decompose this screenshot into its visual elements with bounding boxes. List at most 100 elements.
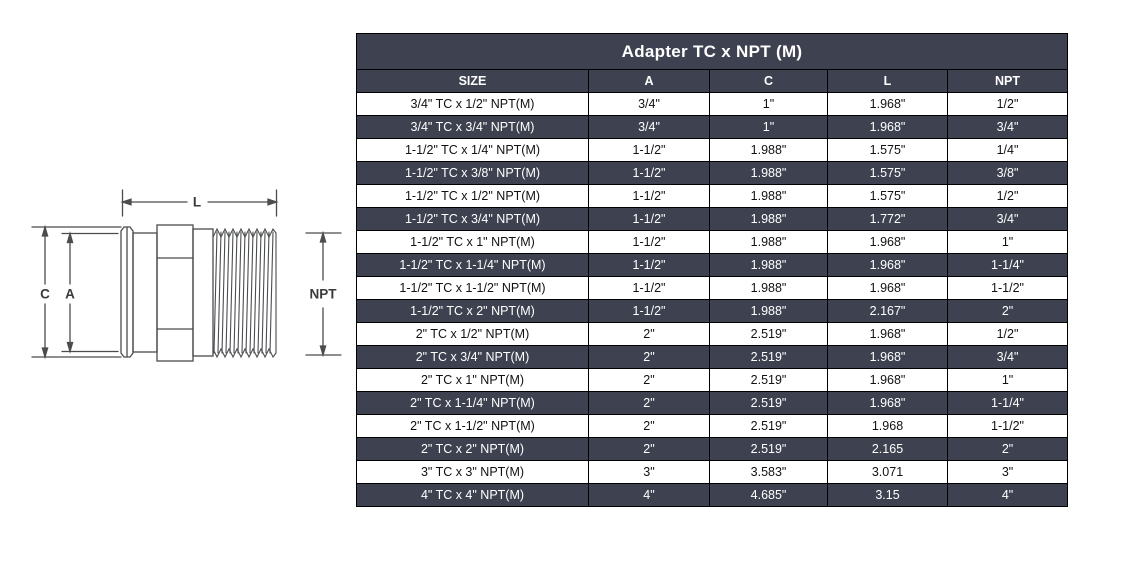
table-row: 2" TC x 3/4" NPT(M) 2" 2.519" 1.968" 3/4" [356, 345, 1069, 369]
size-cell: 3/4" TC x 1/2" NPT(M) [356, 92, 589, 116]
value-cell: 1/2" [946, 92, 1069, 116]
column-header-c: C [709, 69, 828, 93]
column-header-npt: NPT [946, 69, 1069, 93]
table-row: 2" TC x 2" NPT(M) 2" 2.519" 2.165 2" [356, 437, 1069, 461]
value-cell: 3/4" [946, 115, 1069, 139]
value-cell: 2" [946, 299, 1069, 323]
value-cell: 1.968" [827, 368, 948, 392]
column-header-row: SIZE A C L NPT [356, 69, 1069, 93]
table-row: 4" TC x 4" NPT(M) 4" 4.685" 3.15 4" [356, 483, 1069, 507]
size-cell: 1-1/2" TC x 1-1/4" NPT(M) [356, 253, 589, 277]
value-cell: 2" [588, 391, 710, 415]
value-cell: 1.968" [827, 391, 948, 415]
dim-label-l: L [193, 195, 201, 210]
table-row: 2" TC x 1-1/4" NPT(M) 2" 2.519" 1.968" 1-1/4… [356, 391, 1069, 415]
value-cell: 1-1/2" [588, 184, 710, 208]
size-cell: 2" TC x 3/4" NPT(M) [356, 345, 589, 369]
value-cell: 2.519" [709, 368, 828, 392]
size-cell: 1-1/2" TC x 1/4" NPT(M) [356, 138, 589, 162]
size-cell: 3" TC x 3" NPT(M) [356, 460, 589, 484]
value-cell: 1-1/2" [588, 161, 710, 185]
value-cell: 1.575" [827, 184, 948, 208]
value-cell: 1.772" [827, 207, 948, 231]
value-cell: 4" [588, 483, 710, 507]
npt-threads [212, 227, 277, 359]
value-cell: 2.167" [827, 299, 948, 323]
dimension-a [61, 231, 119, 354]
value-cell: 1.968" [827, 230, 948, 254]
value-cell: 1-1/4" [946, 391, 1069, 415]
value-cell: 1" [709, 115, 828, 139]
spec-table-body: 3/4" TC x 1/2" NPT(M) 3/4" 1" 1.968" 1/2" 3/4… [356, 92, 1069, 507]
spec-table: Adapter TC x NPT (M) SIZE A C L NPT 3/4" TC … [355, 33, 1069, 507]
value-cell: 1.968" [827, 253, 948, 277]
value-cell: 1/2" [946, 322, 1069, 346]
value-cell: 2" [946, 437, 1069, 461]
hex-body [156, 224, 194, 362]
value-cell: 2" [588, 414, 710, 438]
value-cell: 1/4" [946, 138, 1069, 162]
table-row: 1-1/2" TC x 1-1/2" NPT(M) 1-1/2" 1.988" 1.9… [356, 276, 1069, 300]
value-cell: 1" [946, 368, 1069, 392]
column-header-l: L [827, 69, 948, 93]
value-cell: 2.519" [709, 322, 828, 346]
value-cell: 1.988" [709, 230, 828, 254]
value-cell: 1.968" [827, 276, 948, 300]
value-cell: 2.519" [709, 437, 828, 461]
value-cell: 1.968" [827, 345, 948, 369]
value-cell: 1.988" [709, 276, 828, 300]
value-cell: 3.583" [709, 460, 828, 484]
value-cell: 3/4" [588, 92, 710, 116]
value-cell: 1.575" [827, 161, 948, 185]
dim-label-a: A [65, 287, 75, 302]
adapter-technical-drawing: L C A NPT [0, 0, 356, 570]
table-row: 3/4" TC x 3/4" NPT(M) 3/4" 1" 1.968" 3/4" [356, 115, 1069, 139]
value-cell: 2" [588, 345, 710, 369]
value-cell: 1-1/2" [588, 138, 710, 162]
value-cell: 1" [709, 92, 828, 116]
thread-collar [192, 228, 214, 357]
value-cell: 1-1/2" [588, 207, 710, 231]
value-cell: 2.519" [709, 345, 828, 369]
table-row: 2" TC x 1-1/2" NPT(M) 2" 2.519" 1.968 1-1/2" [356, 414, 1069, 438]
size-cell: 2" TC x 1-1/4" NPT(M) [356, 391, 589, 415]
value-cell: 3/4" [588, 115, 710, 139]
value-cell: 3" [946, 460, 1069, 484]
value-cell: 1.968 [827, 414, 948, 438]
value-cell: 1.988" [709, 184, 828, 208]
value-cell: 3/4" [946, 345, 1069, 369]
size-cell: 2" TC x 2" NPT(M) [356, 437, 589, 461]
value-cell: 1-1/2" [588, 230, 710, 254]
size-cell: 3/4" TC x 3/4" NPT(M) [356, 115, 589, 139]
value-cell: 4.685" [709, 483, 828, 507]
table-row: 1-1/2" TC x 1/2" NPT(M) 1-1/2" 1.988" 1.575… [356, 184, 1069, 208]
size-cell: 1-1/2" TC x 1/2" NPT(M) [356, 184, 589, 208]
dimension-l [120, 189, 279, 217]
size-cell: 2" TC x 1" NPT(M) [356, 368, 589, 392]
table-row: 2" TC x 1" NPT(M) 2" 2.519" 1.968" 1" [356, 368, 1069, 392]
table-row: 3/4" TC x 1/2" NPT(M) 3/4" 1" 1.968" 1/2" [356, 92, 1069, 116]
table-row: 2" TC x 1/2" NPT(M) 2" 2.519" 1.968" 1/2" [356, 322, 1069, 346]
value-cell: 2.165 [827, 437, 948, 461]
size-cell: 1-1/2" TC x 3/4" NPT(M) [356, 207, 589, 231]
table-row: 1-1/2" TC x 1" NPT(M) 1-1/2" 1.988" 1.968" 1… [356, 230, 1069, 254]
value-cell: 1.988" [709, 161, 828, 185]
tc-flange [120, 226, 134, 358]
value-cell: 1.988" [709, 299, 828, 323]
value-cell: 1-1/4" [946, 253, 1069, 277]
dimension-npt [305, 230, 342, 358]
dimension-c [31, 224, 122, 360]
value-cell: 3.15 [827, 483, 948, 507]
value-cell: 2" [588, 322, 710, 346]
column-header-size: SIZE [356, 69, 589, 93]
value-cell: 1/2" [946, 184, 1069, 208]
size-cell: 1-1/2" TC x 1" NPT(M) [356, 230, 589, 254]
value-cell: 1" [946, 230, 1069, 254]
value-cell: 3/8" [946, 161, 1069, 185]
table-title: Adapter TC x NPT (M) [355, 33, 1069, 70]
table-row: 1-1/2" TC x 3/4" NPT(M) 1-1/2" 1.988" 1.772… [356, 207, 1069, 231]
value-cell: 1.968" [827, 322, 948, 346]
value-cell: 1.968" [827, 115, 948, 139]
value-cell: 1-1/2" [588, 299, 710, 323]
value-cell: 3/4" [946, 207, 1069, 231]
